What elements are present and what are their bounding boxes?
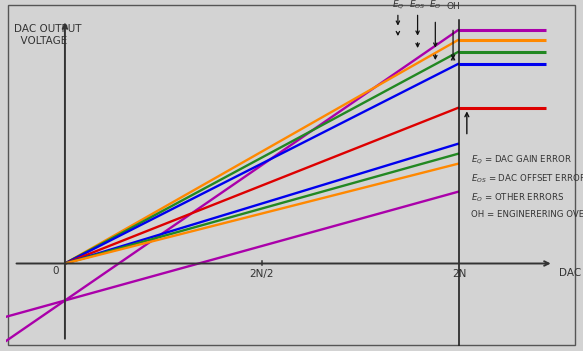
Text: OH: OH <box>446 1 460 11</box>
Text: 2N/2: 2N/2 <box>250 270 274 279</box>
Text: $E_{OS}$ = DAC OFFSET ERROR: $E_{OS}$ = DAC OFFSET ERROR <box>471 172 583 185</box>
Text: $E_{OS}$: $E_{OS}$ <box>409 0 426 11</box>
Text: 0: 0 <box>52 266 59 277</box>
Text: $E_O$: $E_O$ <box>429 0 441 11</box>
Text: OH = ENGINERERING OVERHEAD: OH = ENGINERERING OVERHEAD <box>471 211 583 219</box>
Text: DAC OUTPUT
  VOLTAGE: DAC OUTPUT VOLTAGE <box>14 24 81 46</box>
Text: 2N: 2N <box>452 270 466 279</box>
Text: $E_O$ = OTHER ERRORS: $E_O$ = OTHER ERRORS <box>471 192 564 204</box>
Text: $E_Q$ = DAC GAIN ERROR: $E_Q$ = DAC GAIN ERROR <box>471 153 571 166</box>
Text: DAC CODE: DAC CODE <box>560 269 583 278</box>
Text: $E_Q$: $E_Q$ <box>392 0 404 11</box>
